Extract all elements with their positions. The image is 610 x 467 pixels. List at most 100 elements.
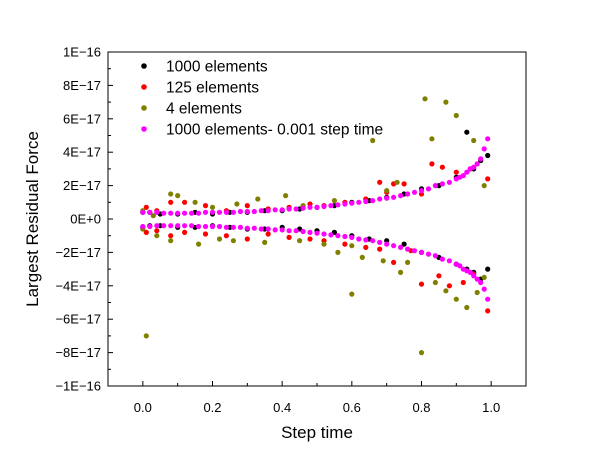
data-point xyxy=(356,199,362,205)
data-point xyxy=(216,209,223,215)
y-tick-label: −6E−17 xyxy=(55,312,101,327)
data-point xyxy=(175,210,181,216)
x-tick-label: 0.6 xyxy=(343,400,361,415)
data-point xyxy=(380,258,386,264)
data-point xyxy=(307,204,313,210)
data-point xyxy=(265,208,271,214)
y-tick-label: 4E−17 xyxy=(63,145,101,160)
data-point xyxy=(418,188,425,194)
data-point xyxy=(429,161,435,167)
data-point xyxy=(377,196,383,202)
legend-label: 4 elements xyxy=(166,101,242,118)
data-point xyxy=(471,164,477,170)
data-point xyxy=(192,199,198,205)
data-point xyxy=(356,236,362,242)
data-point xyxy=(314,230,320,236)
data-point xyxy=(405,191,411,197)
y-tick-label: −4E−17 xyxy=(55,278,101,293)
data-point xyxy=(398,193,404,199)
data-point xyxy=(335,249,341,255)
y-tick-label: 6E−17 xyxy=(63,111,101,126)
data-point xyxy=(443,288,449,294)
data-point xyxy=(321,241,327,247)
data-point xyxy=(272,207,278,213)
data-point xyxy=(471,273,477,279)
data-point xyxy=(432,183,438,189)
data-point xyxy=(182,199,188,205)
data-point xyxy=(474,289,480,296)
data-point xyxy=(196,210,202,216)
y-tick-label: −1E−16 xyxy=(55,379,101,394)
data-point xyxy=(464,129,470,135)
data-point xyxy=(223,224,229,230)
data-point xyxy=(272,227,278,233)
data-point xyxy=(244,225,250,231)
data-point xyxy=(391,194,397,200)
legend-label: 1000 elements- 0.001 step time xyxy=(166,122,383,139)
data-point xyxy=(478,156,484,162)
data-point xyxy=(411,248,418,254)
data-point xyxy=(286,206,292,212)
data-point xyxy=(370,137,376,144)
data-point xyxy=(331,198,337,204)
data-point xyxy=(143,204,149,210)
data-point xyxy=(394,179,400,185)
data-point xyxy=(422,96,428,102)
data-point xyxy=(244,236,250,242)
data-point xyxy=(168,199,174,205)
data-point xyxy=(401,241,407,247)
data-point xyxy=(464,304,470,311)
data-point xyxy=(349,291,355,297)
data-point xyxy=(391,259,397,265)
data-point xyxy=(453,169,459,175)
data-point xyxy=(265,226,271,232)
data-point xyxy=(279,227,285,233)
data-point xyxy=(443,99,449,105)
data-point xyxy=(398,244,404,250)
data-point xyxy=(143,333,149,339)
data-point xyxy=(202,223,209,230)
data-point xyxy=(234,201,240,207)
data-point xyxy=(255,196,261,202)
data-point xyxy=(154,223,160,229)
data-point xyxy=(485,308,491,314)
x-tick-label: 0.8 xyxy=(412,400,430,415)
data-point xyxy=(202,203,209,209)
data-point xyxy=(182,223,188,229)
legend-marker xyxy=(141,105,147,111)
data-point xyxy=(216,223,223,230)
data-point xyxy=(384,188,390,194)
data-point xyxy=(446,179,452,185)
x-tick-label: 0.4 xyxy=(273,400,291,415)
data-point xyxy=(300,205,306,211)
data-point xyxy=(342,241,348,247)
data-point xyxy=(168,233,174,239)
data-point xyxy=(363,244,369,250)
data-point xyxy=(168,191,174,197)
x-tick-label: 0.0 xyxy=(134,400,152,415)
data-point xyxy=(189,223,195,229)
data-point xyxy=(147,223,153,230)
data-point xyxy=(384,195,390,201)
data-point xyxy=(223,209,229,215)
data-point xyxy=(244,208,250,215)
data-point xyxy=(474,276,480,282)
data-point xyxy=(196,241,202,247)
data-point xyxy=(140,223,146,230)
data-point xyxy=(209,209,216,215)
data-point xyxy=(258,226,264,232)
data-point xyxy=(154,233,160,239)
data-point xyxy=(328,203,334,209)
data-point xyxy=(457,263,463,269)
data-point xyxy=(279,207,285,213)
data-point xyxy=(418,350,425,356)
y-tick-label: 1E−16 xyxy=(63,45,101,60)
data-point xyxy=(370,198,376,204)
data-point xyxy=(481,286,487,292)
data-point xyxy=(321,203,327,210)
data-point xyxy=(314,204,320,210)
data-point xyxy=(251,208,257,215)
y-tick-label: 0E+0 xyxy=(70,212,101,227)
data-point xyxy=(230,224,236,230)
legend: 1000 elements 125 elements 4 elements 1000 … xyxy=(141,59,383,139)
